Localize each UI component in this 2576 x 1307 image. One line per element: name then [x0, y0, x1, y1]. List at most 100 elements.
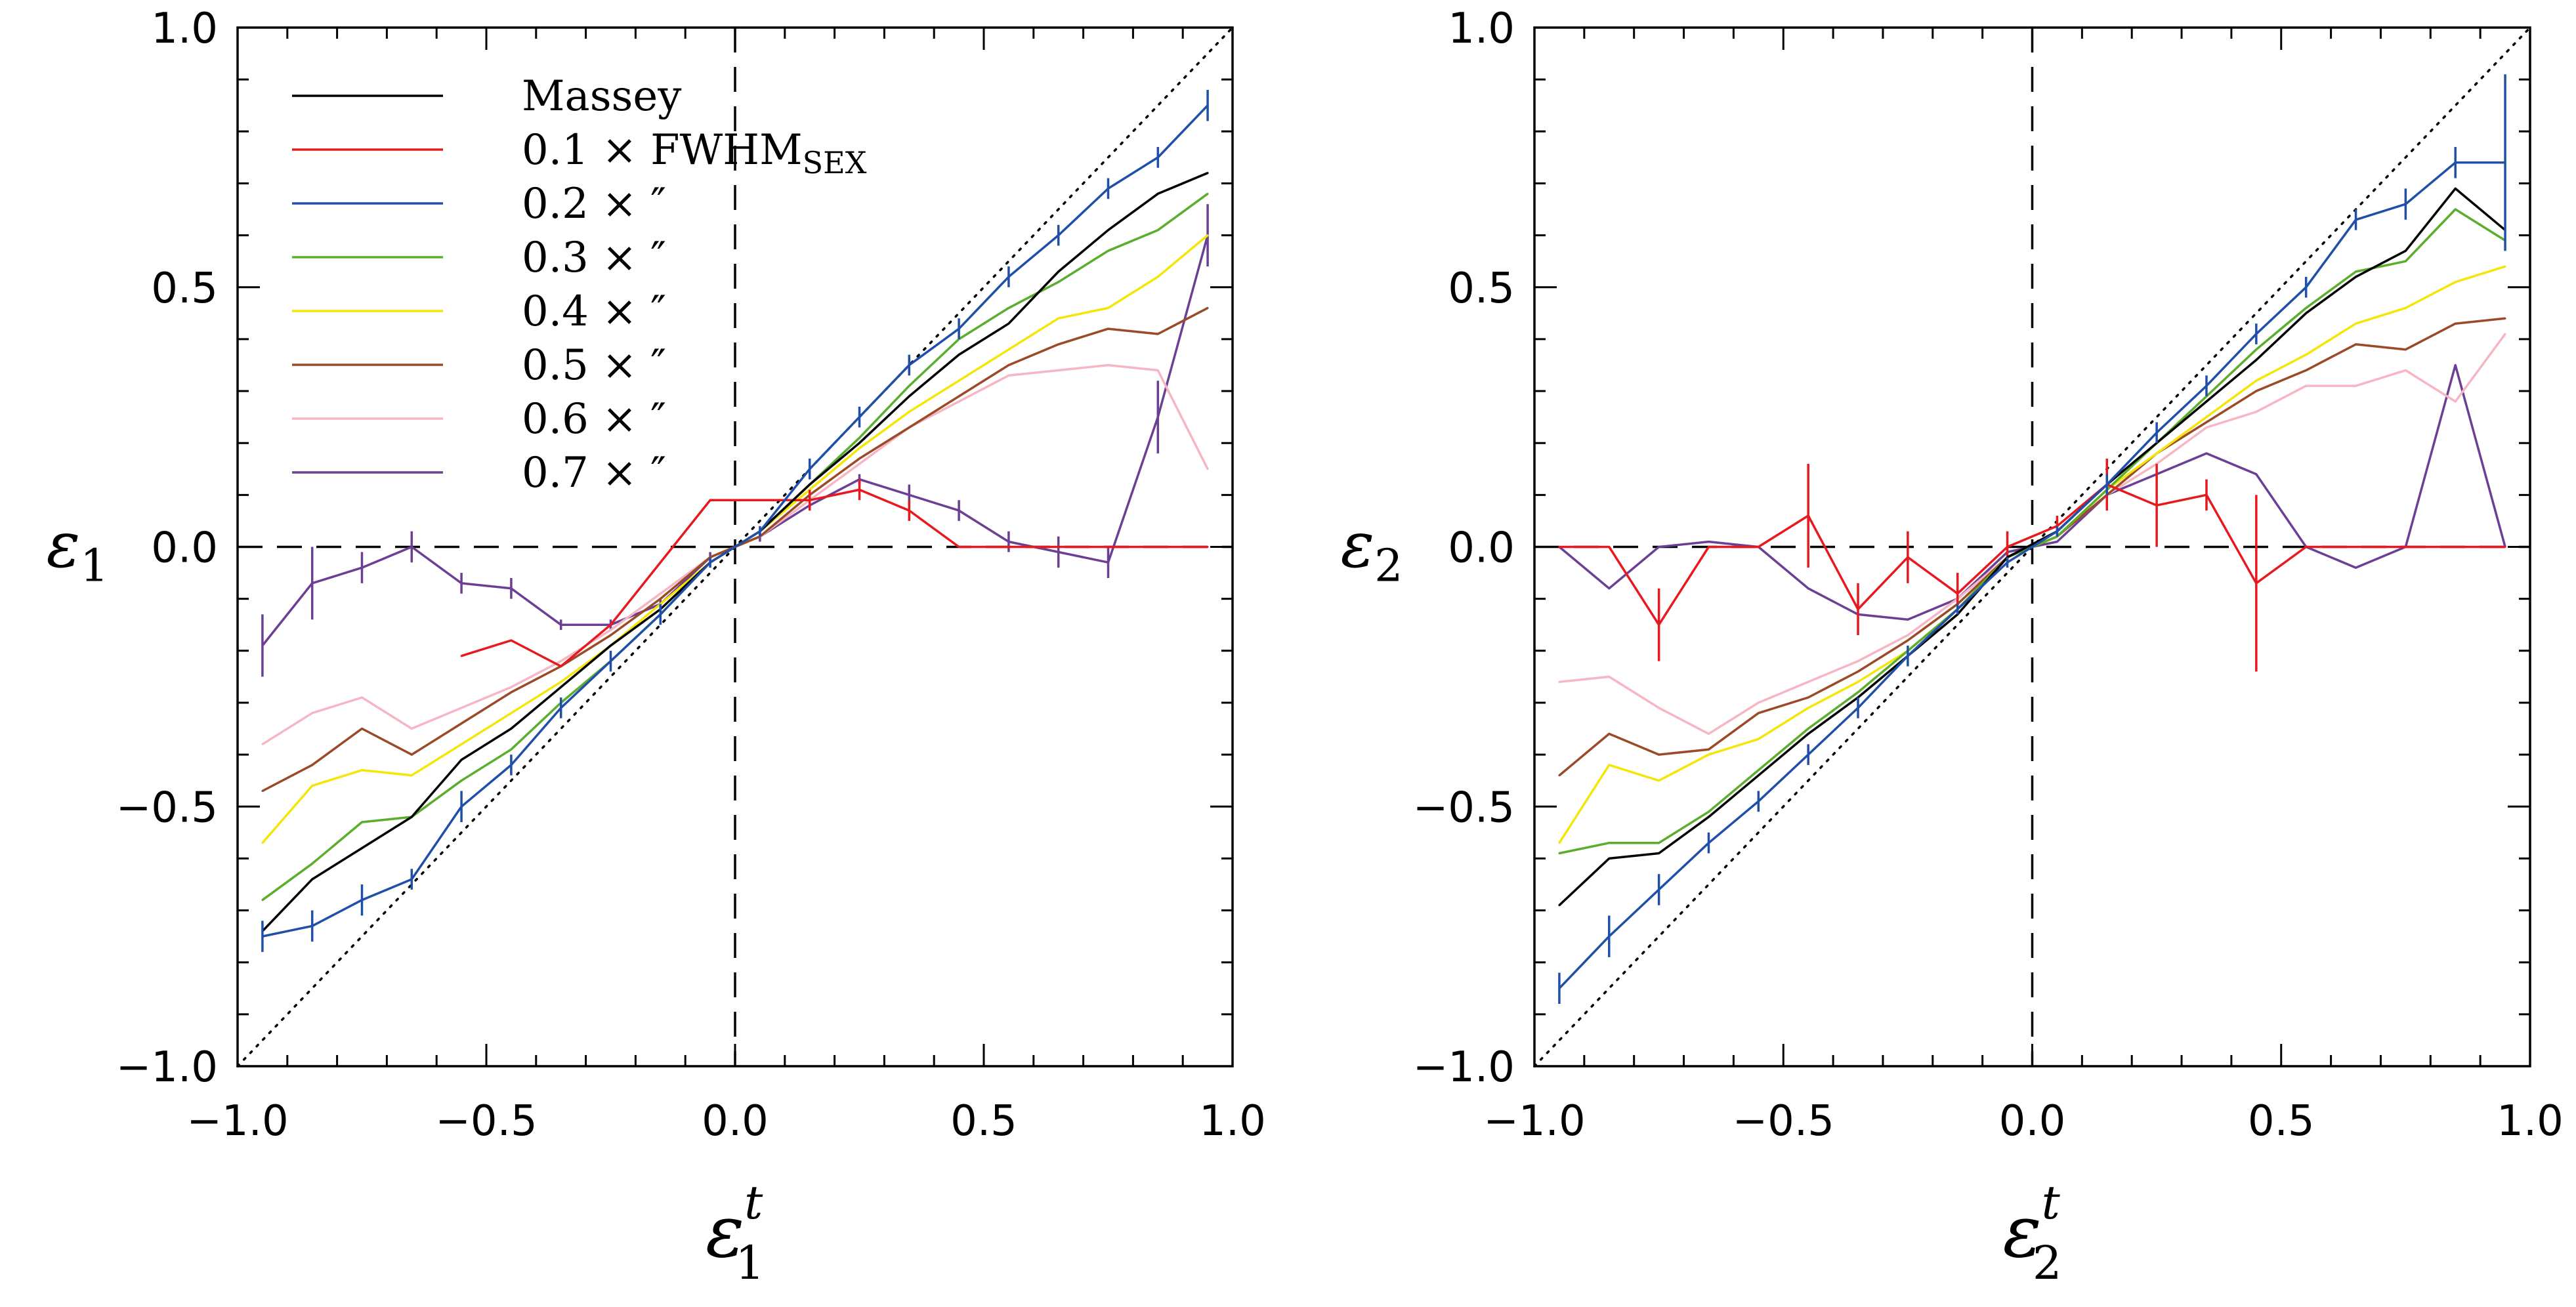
data-point-massey — [460, 758, 463, 761]
data-point-massey — [1707, 816, 1710, 818]
data-point-massey — [560, 686, 562, 688]
data-point-f07 — [2355, 566, 2357, 569]
data-point-f01 — [610, 623, 612, 626]
data-point-f04 — [1007, 348, 1010, 351]
data-point-massey — [858, 442, 860, 444]
data-point-f01 — [659, 561, 662, 564]
legend-text: ″ — [650, 180, 666, 228]
data-point-f03 — [1658, 842, 1660, 844]
data-point-massey — [1057, 270, 1060, 273]
data-point-f01 — [1707, 546, 1710, 548]
data-point-f03 — [2454, 208, 2457, 211]
data-point-f06 — [261, 743, 264, 745]
series-line-f02 — [1558, 161, 2506, 989]
data-point-f05 — [1206, 306, 1209, 309]
data-point-f03 — [1007, 306, 1010, 309]
y-label-subscript: 1 — [80, 541, 108, 592]
data-point-f05 — [610, 634, 612, 636]
data-point-f05 — [1658, 753, 1660, 756]
y-label-symbol: ε — [1341, 508, 1375, 582]
data-point-f04 — [2155, 452, 2158, 455]
x-tick-label: −0.5 — [435, 1097, 537, 1146]
data-point-f05 — [1107, 327, 1109, 330]
x-tick-label: −1.0 — [1483, 1097, 1585, 1146]
legend-text: ″ — [650, 287, 666, 336]
legend-label-f03: 0.3 × ″ — [522, 234, 666, 282]
data-point-f06 — [858, 463, 860, 465]
data-point-f05 — [2255, 390, 2258, 392]
data-point-massey — [1156, 192, 1159, 195]
data-point-f06 — [2255, 411, 2258, 413]
data-point-f06 — [410, 728, 413, 730]
data-point-f03 — [1107, 249, 1109, 252]
data-point-f01 — [1107, 546, 1109, 548]
data-point-massey — [2404, 249, 2407, 252]
data-point-massey — [361, 847, 363, 850]
data-point-f03 — [1707, 810, 1710, 813]
data-point-f05 — [858, 457, 860, 460]
data-point-f03 — [2255, 348, 2258, 351]
data-point-f04 — [858, 447, 860, 449]
data-point-massey — [1107, 229, 1109, 232]
data-point-f04 — [560, 680, 562, 683]
data-point-f03 — [1807, 728, 1809, 730]
data-point-f04 — [1558, 842, 1561, 844]
data-point-massey — [809, 484, 811, 486]
data-point-f05 — [1807, 696, 1809, 699]
data-point-f04 — [1757, 737, 1760, 740]
x-axis-label: εt 2 — [2003, 1176, 2062, 1290]
data-point-f06 — [560, 660, 562, 663]
x-label-superscript: t — [2042, 1176, 2061, 1230]
data-point-f06 — [2504, 333, 2506, 335]
data-point-f06 — [1156, 369, 1159, 371]
legend-text: FWHM — [650, 126, 803, 175]
data-point-f05 — [1757, 712, 1760, 715]
y-tick-label: 0.5 — [1448, 264, 1515, 313]
data-point-f07 — [1707, 541, 1710, 543]
data-point-f06 — [510, 686, 513, 688]
data-point-f05 — [1007, 363, 1010, 366]
data-point-f05 — [1057, 343, 1060, 346]
data-point-f05 — [1857, 670, 1859, 673]
data-point-f04 — [1658, 779, 1660, 782]
data-point-f04 — [2205, 416, 2208, 419]
data-point-massey — [1807, 732, 1809, 735]
data-point-massey — [1658, 852, 1660, 854]
y-tick-label: 0.0 — [1448, 524, 1515, 573]
data-point-massey — [2355, 276, 2357, 278]
data-point-f01 — [2504, 546, 2506, 548]
x-label-symbol: ε — [2003, 1190, 2042, 1274]
data-point-f06 — [460, 707, 463, 709]
legend-prefix: 0.2 × — [522, 180, 650, 228]
data-point-f07 — [1658, 546, 1660, 548]
legend-label-f07: 0.7 × ″ — [522, 449, 666, 497]
data-point-f01 — [1608, 546, 1611, 548]
data-point-f01 — [1057, 546, 1060, 548]
data-point-f06 — [1907, 634, 1909, 636]
data-point-f06 — [1707, 732, 1710, 735]
data-point-massey — [1757, 774, 1760, 777]
data-point-f05 — [1707, 748, 1710, 751]
y-tick-label: 1.0 — [151, 5, 218, 53]
series-line-massey — [1558, 187, 2506, 906]
data-point-f06 — [1007, 374, 1010, 377]
data-point-f01 — [560, 665, 562, 668]
data-point-f01 — [2305, 546, 2308, 548]
y-tick-label: −1.0 — [116, 1043, 218, 1092]
y-axis-label: ε1 — [47, 508, 109, 592]
data-point-f03 — [510, 748, 513, 751]
x-label-superscript: t — [744, 1176, 763, 1230]
plot-frame — [1533, 26, 2531, 1068]
data-point-f04 — [2454, 281, 2457, 283]
data-point-f04 — [1107, 306, 1109, 309]
data-point-f01 — [709, 499, 711, 501]
legend-label-f05: 0.5 × ″ — [522, 341, 666, 390]
data-point-f06 — [2454, 400, 2457, 403]
data-point-f03 — [1757, 769, 1760, 772]
legend-label-f02: 0.2 × ″ — [522, 180, 666, 228]
data-point-f04 — [2255, 379, 2258, 382]
data-point-f01 — [1558, 546, 1561, 548]
data-point-f05 — [1156, 333, 1159, 335]
legend-text: ″ — [650, 234, 666, 282]
